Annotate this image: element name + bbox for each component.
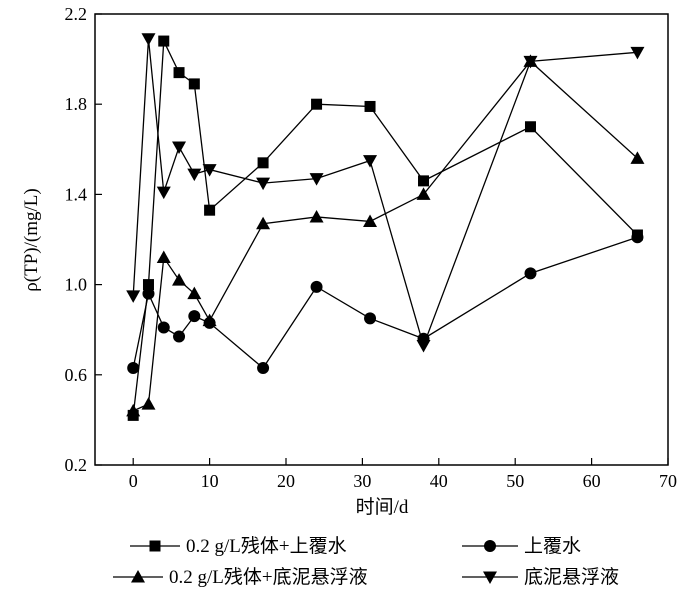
- data-point-triangle-down: [141, 33, 156, 46]
- legend-item: 底泥悬浮液: [462, 566, 619, 588]
- legend-label: 上覆水: [524, 535, 581, 557]
- data-point-triangle-up: [141, 397, 156, 410]
- data-point-square: [364, 100, 376, 112]
- data-point-triangle-up: [172, 273, 187, 286]
- data-point-triangle-up: [630, 151, 645, 164]
- data-point-triangle-down: [523, 55, 538, 69]
- data-point-triangle-up: [363, 214, 378, 227]
- y-tick-label: 1.0: [65, 275, 88, 295]
- legend-label: 底泥悬浮液: [524, 566, 619, 588]
- legend-marker-square: [149, 540, 161, 552]
- data-point-square: [204, 204, 216, 216]
- legend-item: 0.2 g/L残体+上覆水: [130, 535, 347, 557]
- data-point-circle: [157, 321, 170, 334]
- data-point-circle: [364, 312, 377, 325]
- data-point-square: [142, 279, 154, 291]
- legend-label: 0.2 g/L残体+上覆水: [186, 535, 347, 557]
- legend: 0.2 g/L残体+上覆水 上覆水 0.2 g/L残体+底泥悬浮液 底泥悬浮液: [113, 535, 619, 588]
- data-point-circle: [524, 267, 537, 280]
- data-point-triangle-up: [309, 209, 324, 223]
- legend-marker-triangle-down: [483, 571, 497, 584]
- data-point-square: [173, 67, 185, 79]
- data-point-circle: [173, 330, 186, 343]
- x-axis-title: 时间/d: [356, 496, 409, 518]
- x-tick-label: 50: [506, 471, 524, 491]
- data-point-triangle-up: [256, 216, 271, 230]
- legend-marker-circle: [484, 540, 496, 552]
- y-axis-ticks: 0.2 0.6 1.0 1.4 1.8 2.2: [65, 4, 102, 475]
- data-point-triangle-down: [126, 290, 141, 303]
- x-tick-label: 10: [201, 471, 219, 491]
- x-tick-label: 30: [353, 471, 371, 491]
- x-tick-label: 40: [430, 471, 448, 491]
- data-point-triangle-down: [172, 141, 187, 155]
- data-point-circle: [310, 280, 323, 293]
- data-point-triangle-up: [416, 187, 431, 200]
- y-tick-label: 1.4: [65, 184, 88, 204]
- y-axis-title: ρ(TP)/(mg/L): [21, 188, 42, 291]
- series-line-square: [132, 38, 638, 416]
- legend-label: 0.2 g/L残体+底泥悬浮液: [169, 566, 368, 588]
- x-tick-label: 0: [129, 471, 138, 491]
- series-line-triangle-down: [132, 38, 638, 348]
- data-point-triangle-down: [416, 339, 431, 353]
- series-line-triangle-up: [132, 60, 638, 412]
- legend-marker-triangle-up: [131, 570, 145, 583]
- series-line-circle: [132, 236, 638, 370]
- series-layer: [126, 33, 645, 421]
- data-point-triangle-down: [309, 173, 324, 186]
- data-point-square: [418, 175, 430, 187]
- x-axis-ticks: 0 10 20 30 40 50 60 70: [129, 458, 677, 491]
- data-point-circle: [142, 287, 155, 300]
- data-point-square: [257, 157, 269, 169]
- data-point-triangle-down: [630, 46, 645, 60]
- data-point-circle: [127, 362, 140, 375]
- y-tick-label: 0.6: [65, 365, 88, 385]
- x-tick-label: 20: [277, 471, 295, 491]
- series-triangle-up: [126, 54, 645, 417]
- data-point-triangle-up: [156, 250, 171, 264]
- data-point-square: [188, 78, 200, 90]
- data-point-circle: [257, 362, 270, 375]
- data-point-triangle-down: [187, 168, 202, 182]
- legend-item: 0.2 g/L残体+底泥悬浮液: [113, 566, 368, 588]
- data-point-circle: [631, 231, 644, 244]
- data-point-square: [158, 35, 170, 47]
- series-circle: [127, 231, 644, 375]
- data-point-triangle-up: [187, 286, 202, 300]
- data-point-triangle-down: [256, 177, 271, 191]
- y-tick-label: 1.8: [65, 94, 88, 114]
- legend-item: 上覆水: [462, 535, 581, 557]
- data-point-square: [524, 121, 536, 133]
- data-point-square: [311, 98, 323, 110]
- x-tick-label: 60: [583, 471, 601, 491]
- data-point-triangle-up: [126, 403, 141, 417]
- data-point-triangle-down: [202, 164, 217, 177]
- plot-frame: [94, 13, 669, 466]
- data-point-circle: [188, 310, 201, 323]
- y-tick-label: 0.2: [65, 455, 88, 475]
- data-point-triangle-down: [363, 155, 378, 168]
- data-point-triangle-down: [156, 186, 171, 200]
- series-triangle-down: [126, 33, 645, 353]
- x-tick-label: 70: [659, 471, 677, 491]
- y-tick-label: 2.2: [65, 4, 88, 24]
- data-point-triangle-up: [202, 313, 217, 327]
